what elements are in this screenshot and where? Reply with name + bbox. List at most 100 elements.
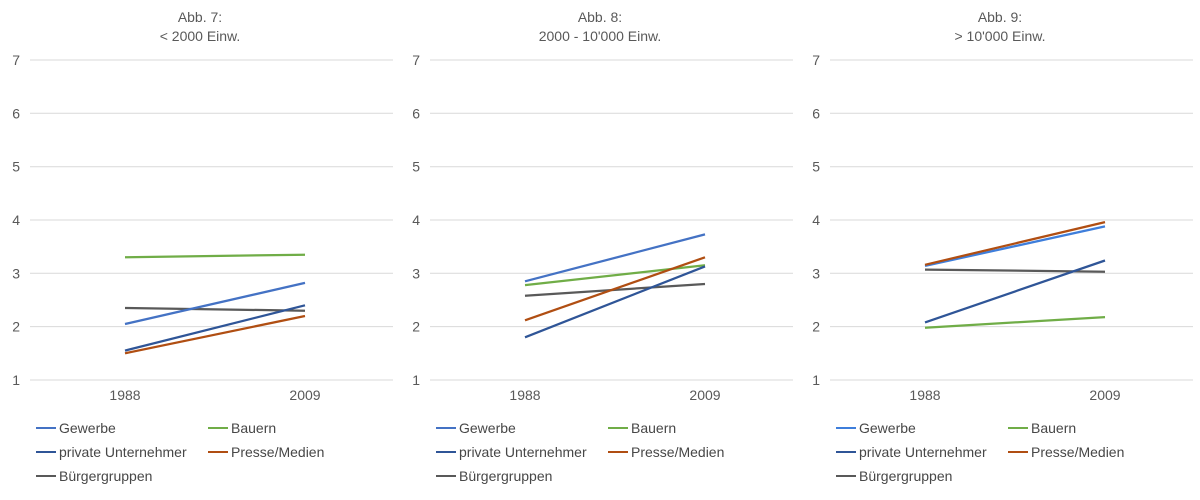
y-axis-tick-label: 4	[412, 212, 420, 228]
x-axis-tick-label: 1988	[909, 387, 940, 403]
legend-row: Gewerbe Bauern	[436, 416, 800, 440]
series-line-bauern	[124, 253, 306, 259]
chart-title-line: Abb. 8:	[577, 9, 623, 25]
legend-item-private-unternehmer: private Unternehmer	[436, 444, 608, 460]
y-axis-tick-label: 5	[12, 159, 20, 175]
y-axis-tick-label: 7	[812, 52, 820, 68]
legend-item-private-unternehmer: private Unternehmer	[836, 444, 1008, 460]
chart-panel-abb-9: Abb. 9: > 10'000 Einw. 1 2 3 4 5 6 7 1988 2009 Gewe…	[800, 0, 1200, 488]
y-axis-tick-label: 3	[812, 265, 820, 281]
legend-item-bauern: Bauern	[1008, 420, 1076, 436]
y-axis-tick-label: 1	[12, 372, 20, 388]
y-axis-tick-label: 6	[412, 105, 420, 121]
series-line-presse-medien	[124, 314, 306, 355]
legend-label: private Unternehmer	[459, 444, 587, 460]
legend-line-marker-presse-medien	[1008, 451, 1028, 453]
x-axis-tick-label: 2009	[1089, 387, 1120, 403]
y-axis-tick-label: 1	[812, 372, 820, 388]
legend-label: Bürgergruppen	[459, 468, 553, 484]
legend-line-marker-presse-medien	[208, 451, 228, 453]
legend-row: Gewerbe Bauern	[836, 416, 1200, 440]
y-axis-tick-label: 5	[412, 159, 420, 175]
chart-plot: 1 2 3 4 5 6 7 1988 2009	[412, 52, 793, 403]
chart-title: Abb. 9: > 10'000 Einw.	[800, 8, 1200, 48]
series-line-private-unternehmer	[924, 259, 1106, 324]
chart-legend: Gewerbe Bauern private Unternehmer Presse/M…	[36, 416, 400, 488]
y-axis-tick-label: 7	[412, 52, 420, 68]
chart-title: Abb. 7: < 2000 Einw.	[0, 8, 400, 48]
legend-label: Bauern	[1031, 420, 1077, 436]
chart-title: Abb. 8: 2000 - 10'000 Einw.	[400, 8, 800, 48]
legend-line-marker-gewerbe	[436, 427, 456, 429]
y-axis-tick-label: 6	[812, 105, 820, 121]
legend-row: Bürgergruppen	[36, 464, 400, 488]
legend-row: private Unternehmer Presse/Medien	[36, 440, 400, 464]
chart-panel-abb-8: Abb. 8: 2000 - 10'000 Einw. 1 2 3 4 5 6 7 1988 200…	[400, 0, 800, 488]
legend-label: Bauern	[631, 420, 677, 436]
legend-item-presse-medien: Presse/Medien	[208, 444, 324, 460]
y-axis-tick-label: 1	[412, 372, 420, 388]
legend-label: private Unternehmer	[859, 444, 987, 460]
y-axis-tick-label: 6	[12, 105, 20, 121]
legend-line-marker-b-rgergruppen	[836, 475, 856, 477]
chart-title-line: Abb. 9:	[977, 9, 1023, 25]
legend-row: Gewerbe Bauern	[36, 416, 400, 440]
y-axis-tick-label: 7	[12, 52, 20, 68]
legend-item-b-rgergruppen: Bürgergruppen	[36, 468, 208, 484]
y-axis-tick-label: 2	[12, 319, 20, 335]
y-axis-tick-label: 3	[12, 265, 20, 281]
legend-line-marker-private-unternehmer	[36, 451, 56, 453]
legend-line-marker-private-unternehmer	[436, 451, 456, 453]
legend-line-marker-bauern	[608, 427, 628, 429]
series-line-b-rgergruppen	[124, 306, 306, 312]
chart-panel-abb-7: Abb. 7: < 2000 Einw. 1 2 3 4 5 6 7 1988 2009 Gewerb…	[0, 0, 400, 488]
legend-item-gewerbe: Gewerbe	[836, 420, 1008, 436]
legend-line-marker-gewerbe	[36, 427, 56, 429]
legend-label: Presse/Medien	[631, 444, 725, 460]
chart-legend: Gewerbe Bauern private Unternehmer Presse/M…	[836, 416, 1200, 488]
y-axis-tick-label: 2	[412, 319, 420, 335]
legend-label: Gewerbe	[859, 420, 916, 436]
chart-legend: Gewerbe Bauern private Unternehmer Presse/M…	[436, 416, 800, 488]
series-line-gewerbe	[124, 281, 306, 326]
y-axis-tick-label: 5	[812, 159, 820, 175]
chart-title-line: > 10'000 Einw.	[954, 28, 1046, 44]
x-axis-tick-label: 2009	[289, 387, 320, 403]
series-line-presse-medien	[524, 256, 706, 322]
legend-row: private Unternehmer Presse/Medien	[436, 440, 800, 464]
y-axis-tick-label: 3	[412, 265, 420, 281]
legend-label: Gewerbe	[59, 420, 116, 436]
legend-item-gewerbe: Gewerbe	[436, 420, 608, 436]
series-line-bauern	[924, 315, 1106, 329]
legend-line-marker-b-rgergruppen	[36, 475, 56, 477]
legend-item-gewerbe: Gewerbe	[36, 420, 208, 436]
x-axis-tick-label: 2009	[689, 387, 720, 403]
legend-line-marker-private-unternehmer	[836, 451, 856, 453]
legend-label: Gewerbe	[459, 420, 516, 436]
legend-line-marker-b-rgergruppen	[436, 475, 456, 477]
x-axis-tick-label: 1988	[509, 387, 540, 403]
legend-line-marker-presse-medien	[608, 451, 628, 453]
legend-item-b-rgergruppen: Bürgergruppen	[836, 468, 1008, 484]
legend-line-marker-bauern	[1008, 427, 1028, 429]
chart-title-line: < 2000 Einw.	[159, 28, 241, 44]
legend-item-presse-medien: Presse/Medien	[1008, 444, 1124, 460]
legend-label: Presse/Medien	[1031, 444, 1125, 460]
legend-item-bauern: Bauern	[608, 420, 676, 436]
legend-row: Bürgergruppen	[436, 464, 800, 488]
charts-row: Abb. 7: < 2000 Einw. 1 2 3 4 5 6 7 1988 2009 Gewerb…	[0, 0, 1200, 488]
legend-item-bauern: Bauern	[208, 420, 276, 436]
legend-item-b-rgergruppen: Bürgergruppen	[436, 468, 608, 484]
legend-label: Bauern	[231, 420, 277, 436]
y-axis-tick-label: 4	[812, 212, 820, 228]
chart-title-line: 2000 - 10'000 Einw.	[538, 28, 662, 44]
series-line-private-unternehmer	[124, 304, 306, 352]
legend-label: private Unternehmer	[59, 444, 187, 460]
chart-plot: 1 2 3 4 5 6 7 1988 2009	[12, 52, 393, 403]
legend-label: Presse/Medien	[231, 444, 325, 460]
chart-plot: 1 2 3 4 5 6 7 1988 2009	[812, 52, 1193, 403]
y-axis-tick-label: 2	[812, 319, 820, 335]
legend-line-marker-gewerbe	[836, 427, 856, 429]
series-line-gewerbe	[524, 233, 706, 283]
x-axis-tick-label: 1988	[109, 387, 140, 403]
